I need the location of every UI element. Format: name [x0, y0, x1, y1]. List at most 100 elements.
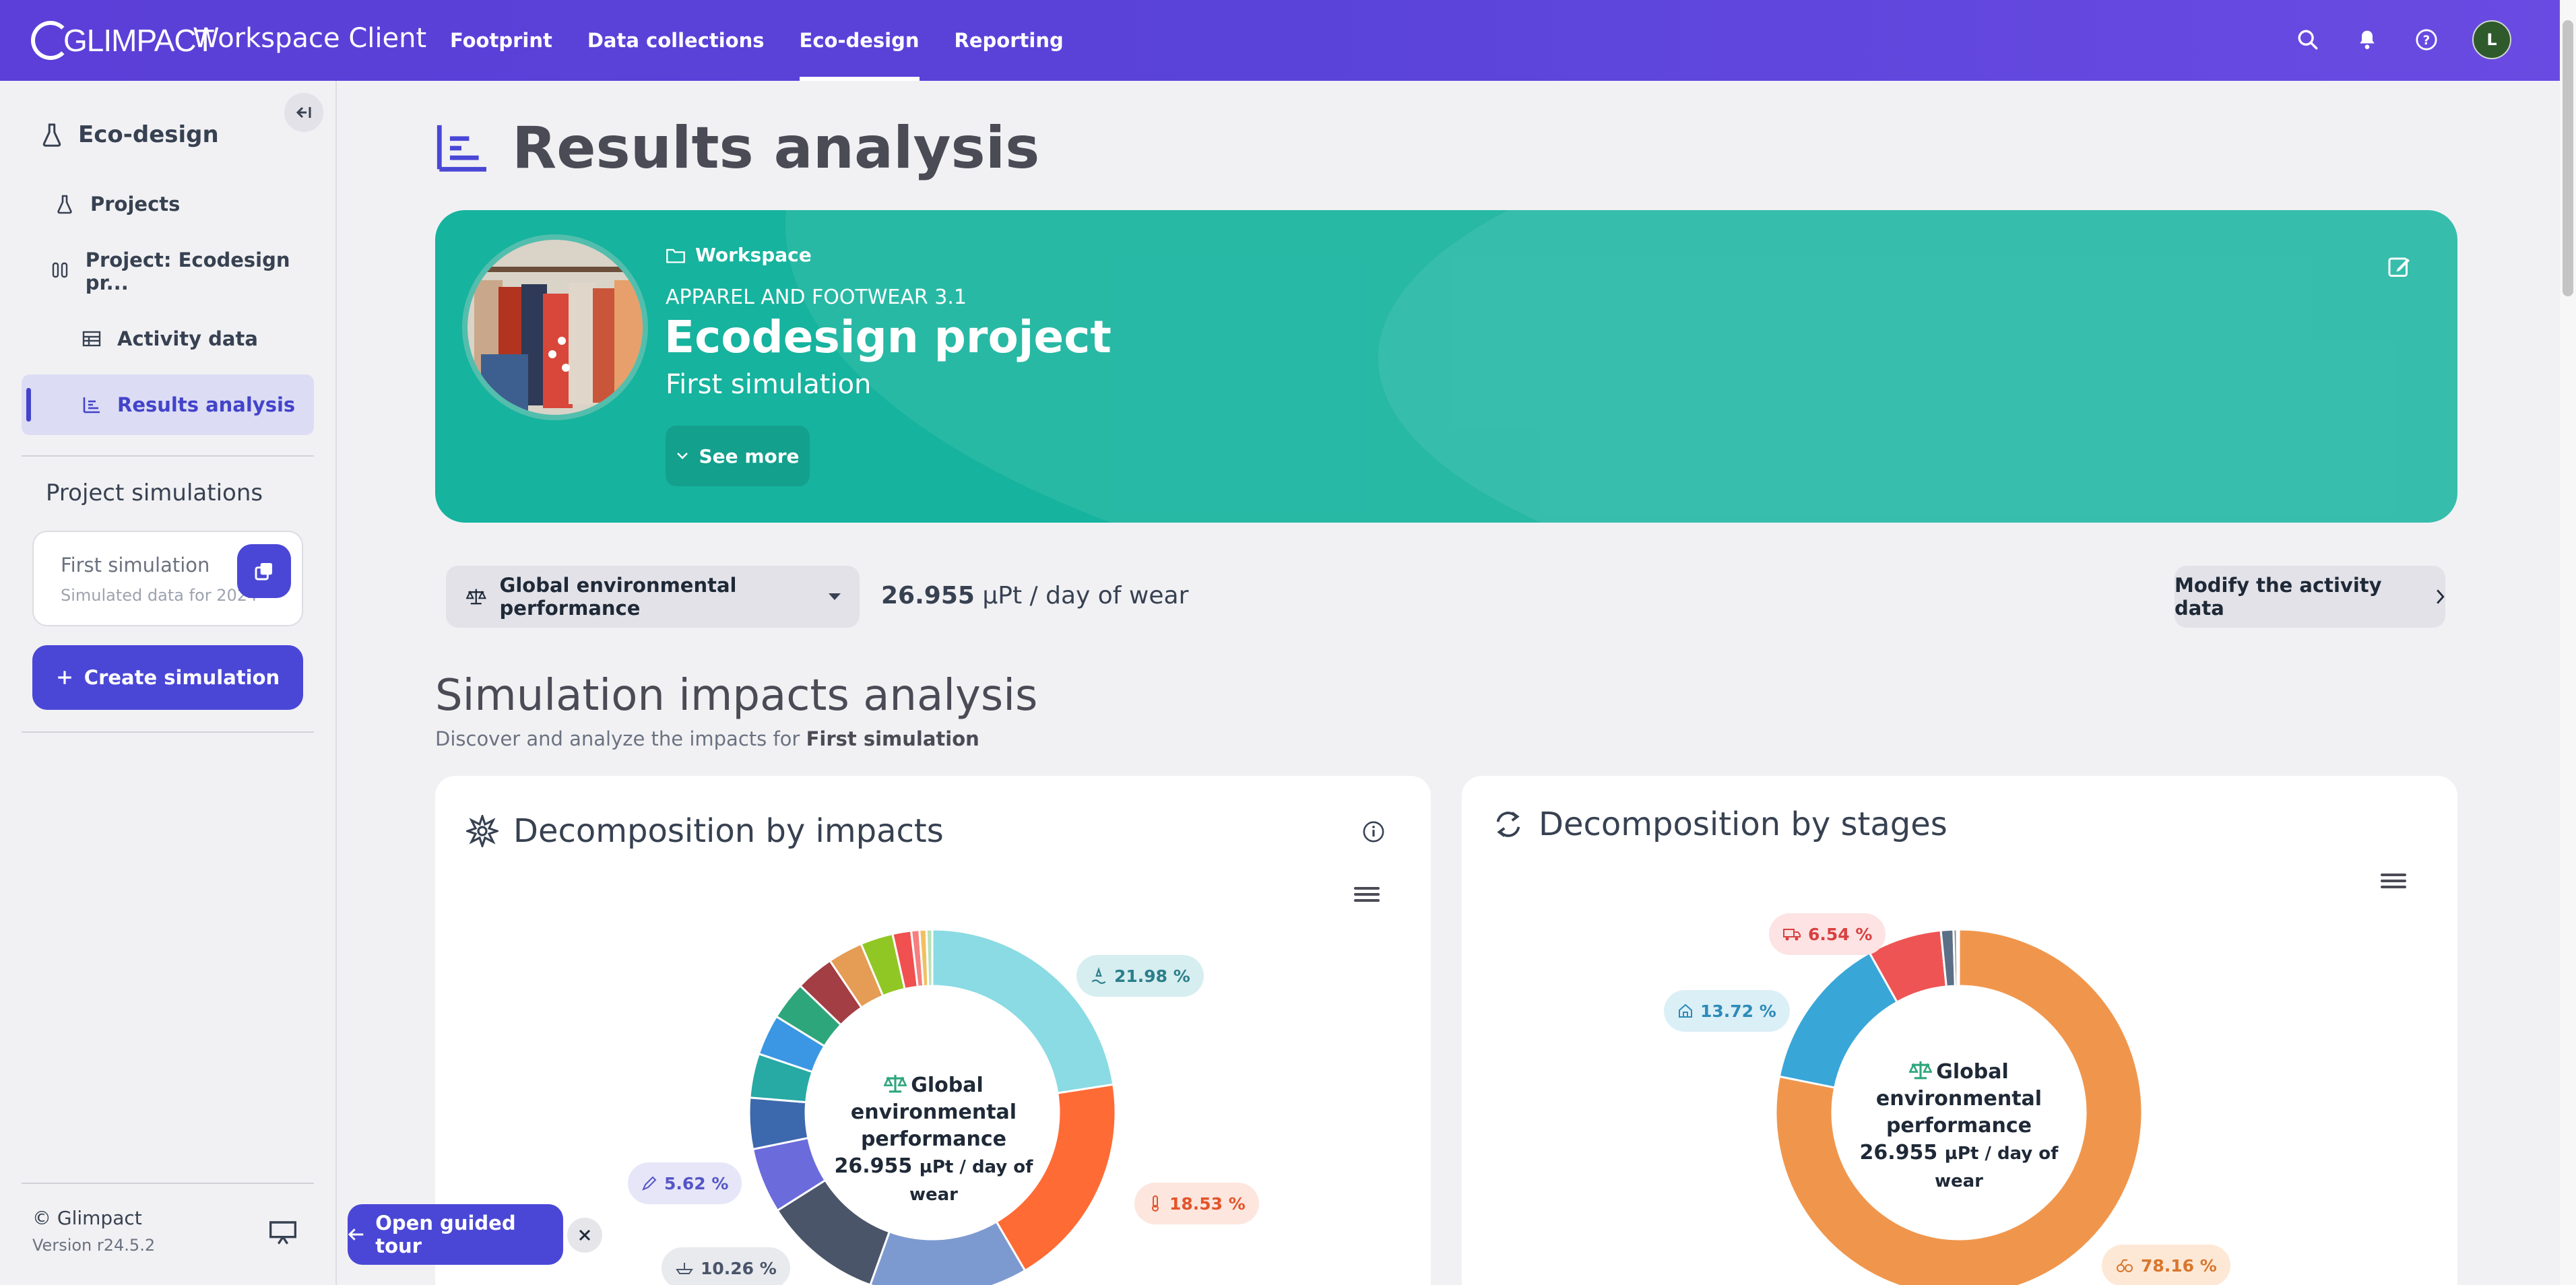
version: Version r24.5.2: [32, 1236, 156, 1255]
cycle-icon: [1496, 812, 1520, 837]
duplicate-icon: [255, 563, 272, 581]
simulation-subtitle: Simulated data for 2024: [61, 586, 258, 605]
donut-slice[interactable]: [869, 1220, 1027, 1285]
modify-activity-data-button[interactable]: Modify the activity data: [2175, 566, 2445, 628]
help-icon[interactable]: ?: [2413, 26, 2440, 53]
sidebar-divider: [22, 731, 314, 733]
nav-reporting[interactable]: Reporting: [954, 29, 1064, 52]
glimpact-logo[interactable]: GLIMPACT: [31, 19, 215, 62]
sidebar-item-project[interactable]: Project: Ecodesign pr...: [22, 241, 314, 302]
project-category: APPAREL AND FOOTWEAR 3.1: [666, 286, 967, 309]
stage-label-use: 78.16 %: [2102, 1245, 2230, 1285]
collapse-icon: [296, 106, 311, 119]
flask-icon: [54, 193, 75, 215]
table-icon: [81, 328, 102, 350]
project-banner: Workspace APPAREL AND FOOTWEAR 3.1 Ecode…: [435, 210, 2457, 523]
plus-icon: [58, 671, 71, 684]
stage-label-manufacturing: 13.72 %: [1664, 990, 1790, 1032]
raw-materials-icon: [2117, 1259, 2133, 1272]
chart-menu-icon[interactable]: [2381, 870, 2406, 890]
duplicate-simulation-button[interactable]: [237, 544, 291, 598]
flask-icon: [42, 123, 61, 147]
impact-label-water: 21.98 %: [1076, 955, 1204, 997]
collapse-sidebar-button[interactable]: [284, 93, 323, 132]
info-icon[interactable]: [1362, 820, 1385, 843]
stages-card-header: Decomposition by stages: [1493, 805, 1947, 843]
pen-icon: [642, 1176, 657, 1191]
donut-slice[interactable]: [925, 928, 934, 987]
search-icon[interactable]: [2294, 26, 2321, 53]
project-image: [462, 234, 648, 420]
house-icon: [1679, 1003, 1692, 1018]
stages-center-label: Global environmental performance 26.955 …: [1859, 1060, 2059, 1191]
main-nav: Footprint Data collections Eco-design Re…: [432, 0, 1081, 81]
thermometer-icon: [1152, 1195, 1159, 1212]
impacts-center-label: Global environmental performance 26.955 …: [834, 1074, 1033, 1205]
close-icon: [579, 1229, 591, 1241]
top-navigation-bar: GLIMPACT Workspace Client Footprint Data…: [0, 0, 2576, 81]
sidebar-footer: © Glimpact Version r24.5.2: [32, 1207, 155, 1255]
truck-icon: [1783, 929, 1801, 941]
indicator-select[interactable]: Global environmental performance: [446, 566, 860, 628]
boat-icon: [676, 1263, 693, 1274]
scale-icon: [883, 1074, 908, 1093]
donut-slice[interactable]: [1956, 928, 1960, 987]
impacts-card-header: Decomposition by impacts: [466, 812, 944, 850]
user-avatar[interactable]: L: [2472, 20, 2511, 59]
close-guided-tour-button[interactable]: [567, 1218, 602, 1253]
donut-slice[interactable]: [1774, 928, 2144, 1285]
impact-label-marine: 10.26 %: [662, 1247, 790, 1285]
page-title: Results analysis: [434, 114, 1039, 182]
sidebar-footer-divider: [22, 1183, 314, 1184]
open-guided-tour-button[interactable]: Open guided tour: [348, 1204, 563, 1265]
bar-chart-icon: [81, 394, 102, 416]
impacts-donut-chart[interactable]: [435, 776, 1431, 1285]
scale-icon: [466, 589, 486, 605]
scale-icon: [1908, 1061, 1933, 1080]
nav-footprint[interactable]: Footprint: [450, 29, 552, 52]
svg-text:?: ?: [2423, 34, 2430, 48]
impacts-burst-icon: [466, 815, 498, 847]
notifications-bell-icon[interactable]: [2354, 26, 2381, 53]
app-title: Workspace Client: [193, 23, 427, 54]
copyright: © Glimpact: [32, 1207, 142, 1229]
workspace-breadcrumb[interactable]: Workspace: [666, 244, 812, 266]
stages-donut-chart[interactable]: [1462, 776, 2457, 1285]
chevron-down-icon: [677, 453, 688, 459]
impacts-card: Decomposition by impacts Global environm…: [435, 776, 1431, 1285]
project-simulation-name: First simulation: [666, 369, 872, 400]
analysis-subtitle: Discover and analyze the impacts for Fir…: [435, 727, 979, 750]
presentation-icon[interactable]: [268, 1219, 298, 1246]
indicator-value: 26.955 µPt / day of wear: [881, 582, 1189, 609]
impact-label-climate: 18.53 %: [1134, 1183, 1259, 1224]
water-icon: [1091, 967, 1106, 984]
edit-project-icon[interactable]: [2387, 255, 2412, 279]
sidebar: Eco-design Projects Project: Ecodesign p…: [0, 81, 337, 1285]
stages-card: Decomposition by stages Global environme…: [1462, 776, 2457, 1285]
sidebar-item-activity-data[interactable]: Activity data: [22, 308, 314, 369]
sidebar-divider: [22, 455, 314, 457]
chevron-right-icon: [2437, 589, 2445, 604]
sidebar-item-results-analysis[interactable]: Results analysis: [22, 374, 314, 435]
nav-eco-design[interactable]: Eco-design: [782, 0, 937, 81]
page-scrollbar[interactable]: [2560, 0, 2576, 1285]
scrollbar-thumb[interactable]: [2563, 20, 2573, 296]
donut-slice[interactable]: [931, 928, 1115, 1094]
project-simulations-title: Project simulations: [46, 480, 263, 506]
see-more-button[interactable]: See more: [666, 426, 810, 486]
chart-menu-icon[interactable]: [1354, 884, 1380, 904]
dropdown-caret-icon: [829, 593, 841, 600]
stage-label-transport: 6.54 %: [1769, 913, 1886, 955]
nav-data-collections[interactable]: Data collections: [587, 29, 765, 52]
results-chart-icon: [437, 125, 486, 172]
sidebar-section-title: Eco-design: [42, 121, 219, 148]
simulation-name: First simulation: [61, 554, 210, 576]
test-tubes-icon: [51, 261, 71, 282]
folder-icon: [666, 249, 685, 263]
arrow-left-icon: [348, 1228, 364, 1241]
create-simulation-button[interactable]: Create simulation: [32, 645, 303, 710]
impact-label-resource: 5.62 %: [628, 1162, 742, 1204]
project-title: Ecodesign project: [664, 311, 1112, 363]
sidebar-item-projects[interactable]: Projects: [22, 174, 314, 234]
simulation-card[interactable]: First simulation Simulated data for 2024: [32, 531, 303, 626]
